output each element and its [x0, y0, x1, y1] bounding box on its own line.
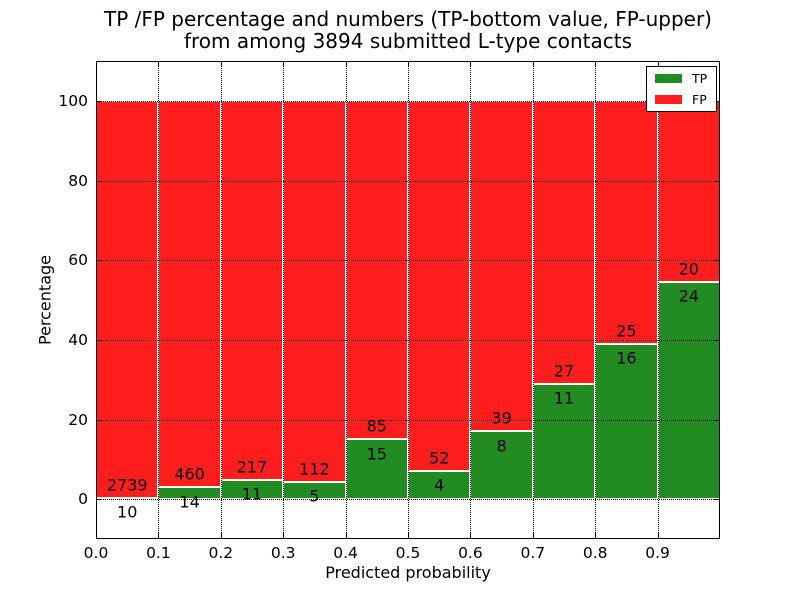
legend-swatch-fp [655, 95, 682, 104]
x-tick-mark [345, 533, 347, 538]
x-tick-label: 0.5 [395, 544, 421, 562]
y-tick-mark [97, 499, 102, 501]
legend: TP FP [646, 66, 718, 112]
fp-count-label: 85 [366, 416, 387, 436]
x-tick-mark-top [220, 62, 222, 67]
fp-count-label: 217 [236, 457, 268, 477]
tp-count-label: 11 [553, 388, 575, 408]
x-tick-mark-top [595, 62, 597, 67]
x-tick-mark [220, 533, 222, 538]
x-tick-label: 0.1 [146, 544, 171, 562]
legend-item-fp: FP [655, 93, 707, 106]
fp-count-label: 52 [429, 448, 450, 468]
x-tick-mark [532, 533, 534, 538]
tp-count-label: 4 [434, 475, 445, 495]
bar-fp-segment [532, 100, 596, 384]
bar-fp-segment [345, 100, 408, 440]
x-tick-label: 0.3 [270, 544, 296, 562]
tp-count-label: 24 [678, 286, 699, 306]
bar-fp-segment [158, 100, 221, 488]
y-tick-mark [97, 180, 102, 182]
y-tick-mark [97, 260, 102, 262]
x-tick-label: 0.0 [83, 544, 109, 562]
legend-label-tp: TP [692, 71, 708, 86]
chart-title-line1: TP /FP percentage and numbers (TP-bottom… [104, 7, 712, 31]
fp-count-label: 460 [174, 464, 205, 484]
y-tick-label: 60 [68, 251, 88, 270]
tp-count-label: 14 [179, 492, 200, 512]
x-tick-mark [283, 533, 285, 538]
bar-fp-segment [657, 100, 720, 282]
bar-tp-segment [657, 281, 720, 500]
x-tick-label: 0.7 [520, 544, 546, 562]
legend-swatch-tp [655, 74, 682, 83]
legend-label-fp: FP [692, 92, 707, 107]
y-tick-mark-right [714, 180, 719, 182]
fp-count-label: 39 [491, 408, 512, 428]
x-tick-label: 0.2 [208, 544, 234, 562]
y-tick-label: 0 [78, 490, 88, 509]
y-tick-mark-right [714, 419, 719, 421]
fp-count-label: 27 [553, 361, 575, 381]
x-tick-mark-top [408, 62, 409, 67]
x-tick-mark [96, 533, 97, 538]
fp-count-label: 2739 [106, 475, 148, 495]
tp-count-label: 8 [496, 436, 507, 456]
y-tick-label: 100 [58, 91, 88, 110]
tp-count-label: 15 [366, 444, 387, 464]
y-tick-label: 20 [68, 410, 88, 429]
chart-title: TP /FP percentage and numbers (TP-bottom… [96, 7, 720, 53]
bar-fp-segment [595, 100, 658, 344]
x-tick-mark [408, 533, 409, 538]
fp-count-label: 20 [678, 259, 699, 279]
y-tick-mark [97, 419, 102, 421]
x-tick-mark-top [283, 62, 285, 67]
y-tick-label: 80 [68, 171, 88, 190]
tp-count-label: 5 [309, 486, 320, 506]
y-tick-mark [97, 100, 102, 102]
bar-tp-segment [470, 431, 533, 500]
y-tick-mark [97, 339, 102, 341]
y-tick-mark-right [714, 499, 719, 501]
x-tick-mark [470, 533, 472, 538]
bar-tp-segment [595, 343, 658, 500]
x-tick-mark-top [532, 62, 534, 67]
bar-fp-segment [283, 100, 346, 483]
x-tick-mark-top [96, 62, 97, 67]
bar-fp-segment [470, 100, 533, 432]
bar-tp-segment [408, 470, 471, 500]
x-axis-label: Predicted probability [325, 563, 491, 582]
x-tick-mark [158, 533, 160, 538]
x-tick-mark-top [345, 62, 347, 67]
tp-count-label: 11 [241, 484, 263, 504]
tp-count-label: 10 [117, 502, 138, 522]
tp-count-label: 16 [616, 348, 637, 368]
x-tick-mark [657, 533, 659, 538]
y-tick-mark-right [714, 339, 719, 341]
x-tick-label: 0.4 [333, 544, 358, 562]
legend-item-tp: TP [655, 72, 707, 85]
x-tick-mark [595, 533, 597, 538]
chart-title-line2: from among 3894 submitted L-type contact… [183, 28, 633, 53]
x-tick-mark-top [470, 62, 472, 67]
x-tick-mark-top [158, 62, 160, 67]
bar-tp-segment [532, 383, 596, 500]
x-tick-label: 0.9 [645, 544, 670, 562]
x-tick-label: 0.6 [458, 544, 483, 562]
fp-count-label: 112 [299, 459, 330, 479]
bar-tp-segment [96, 497, 159, 500]
bar-fp-segment [220, 100, 284, 480]
y-tick-label: 40 [68, 330, 88, 349]
bar-fp-segment [408, 100, 471, 471]
bar-tp-segment [345, 439, 408, 500]
bar-fp-segment [96, 100, 159, 498]
x-tick-label: 0.8 [582, 544, 608, 562]
y-tick-mark-right [714, 260, 719, 262]
fp-count-label: 25 [616, 321, 637, 341]
y-axis-label: Percentage [35, 254, 55, 346]
